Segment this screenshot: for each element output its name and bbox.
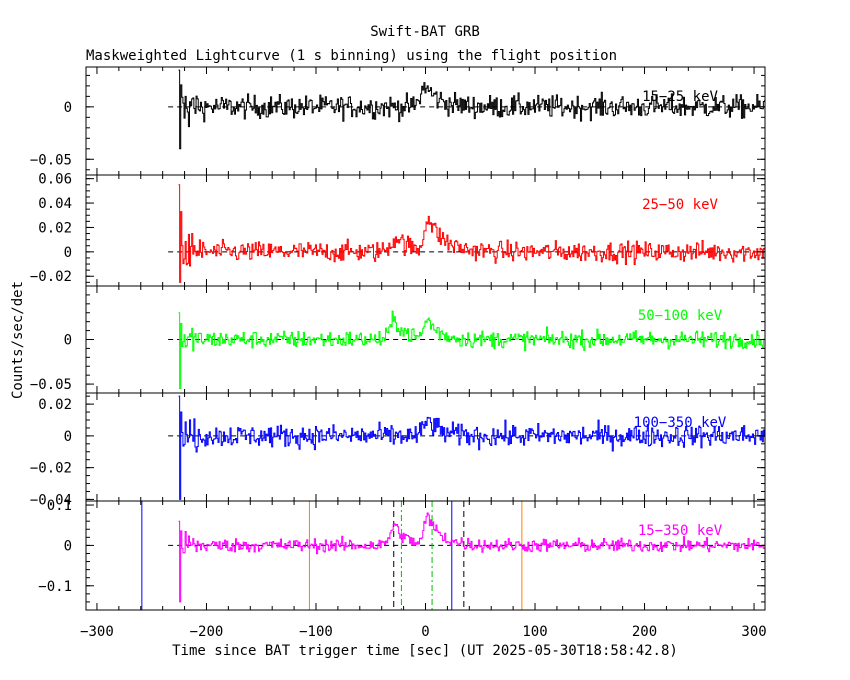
- panel-15-25-kev: 0 −0.05 15−25 keV: [30, 66, 766, 176]
- y-tick-label: 0: [64, 245, 72, 261]
- x-tick-label: −300: [80, 624, 114, 640]
- y-tick-label: 0.02: [38, 397, 72, 413]
- chart-title: Swift-BAT GRB: [370, 24, 480, 40]
- y-tick-label: 0: [64, 333, 72, 349]
- y-tick-label: −0.04: [30, 492, 72, 508]
- panels-group: 0 −0.05 15−25 keV 0.06 0.04 0.02 0 −0.02 25−50 k…: [30, 66, 767, 640]
- series-line: [178, 310, 765, 390]
- y-tick-label: 0: [64, 538, 72, 554]
- band-label: 25−50 keV: [642, 197, 718, 213]
- y-tick-label: 0: [64, 429, 72, 445]
- chart-subtitle: Maskweighted Lightcurve (1 s binning) us…: [86, 48, 617, 64]
- x-tick-label: 300: [741, 624, 766, 640]
- band-label: 50−100 keV: [638, 308, 723, 324]
- series-line: [178, 69, 765, 150]
- y-tick-label: 0.02: [38, 220, 72, 236]
- y-tick-label: −0.05: [30, 152, 72, 168]
- y-tick-label: 0.04: [38, 196, 72, 212]
- panel-frame: [85, 392, 766, 502]
- x-tick-label: 200: [632, 624, 657, 640]
- panel-100-350-kev: 0.02 0 −0.02 −0.04 100−350 keV: [30, 392, 766, 508]
- band-label: 15−25 keV: [642, 89, 718, 105]
- panel-50-100-kev: 0 −0.05 50−100 keV: [30, 285, 766, 394]
- series-line: [178, 184, 765, 283]
- panel-15-350-kev: 0.1 0 −0.1 15−350 keV: [38, 498, 766, 611]
- panel-frame: [85, 500, 766, 611]
- band-label: 15−350 keV: [638, 523, 723, 539]
- y-tick-label: −0.1: [38, 579, 72, 595]
- panel-frame: [85, 66, 766, 176]
- x-tick-label: −200: [190, 624, 224, 640]
- y-tick-label: 0.06: [38, 172, 72, 188]
- y-tick-label: −0.05: [30, 377, 72, 393]
- series-line: [178, 395, 765, 500]
- y-axis-label: Counts/sec/det: [10, 281, 26, 399]
- y-tick-label: 0.1: [47, 498, 72, 514]
- x-tick-label: −100: [299, 624, 333, 640]
- x-axis-label: Time since BAT trigger time [sec] (UT 20…: [172, 643, 678, 659]
- y-tick-label: −0.02: [30, 461, 72, 477]
- y-tick-label: −0.02: [30, 269, 72, 285]
- y-tick-label: 0: [64, 100, 72, 116]
- series-line: [178, 512, 765, 603]
- band-label: 100−350 keV: [634, 415, 727, 431]
- x-tick-label: 100: [522, 624, 547, 640]
- panel-25-50-kev: 0.06 0.04 0.02 0 −0.02 25−50 keV: [30, 172, 766, 287]
- x-tick-label: 0: [421, 624, 429, 640]
